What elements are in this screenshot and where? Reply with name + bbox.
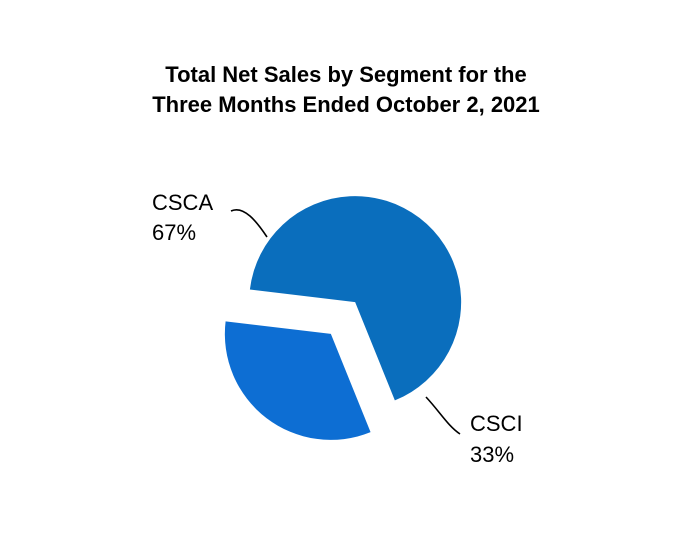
chart-title-line-2: Three Months Ended October 2, 2021 xyxy=(152,92,540,117)
chart-title-line-1: Total Net Sales by Segment for the xyxy=(165,62,526,87)
pie-slice-csca xyxy=(249,196,462,401)
leader-line-csci xyxy=(425,396,461,435)
leader-line-csca xyxy=(230,208,268,238)
slice-value-csca: 67% xyxy=(152,220,196,245)
slice-label-csci: CSCI xyxy=(470,411,523,436)
slice-value-csci: 33% xyxy=(470,442,514,467)
pie-slice-csci xyxy=(224,321,371,440)
slice-label-csca: CSCA xyxy=(152,190,213,215)
